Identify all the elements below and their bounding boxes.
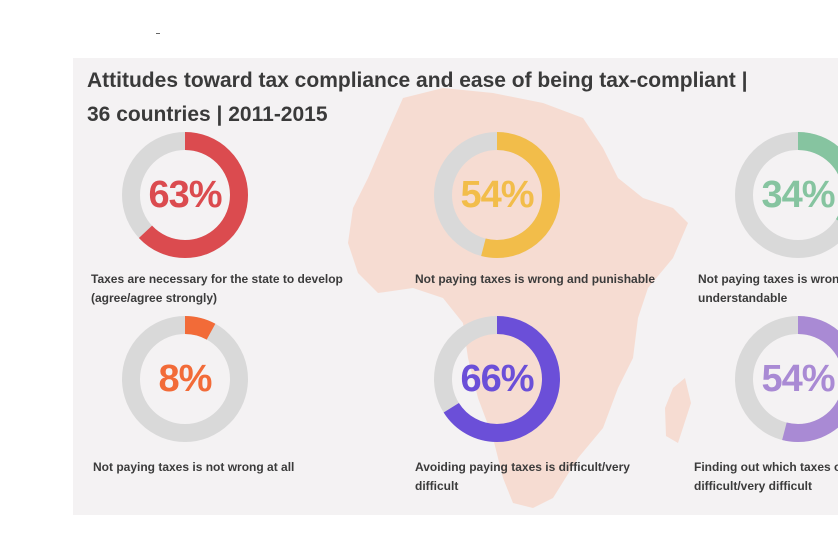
donut-chart-6: 54%: [733, 314, 838, 444]
donut-value-5: 66%: [460, 358, 534, 400]
donut-value-1: 63%: [148, 174, 222, 216]
donut-caption-4: Not paying taxes is not wrong at all: [93, 458, 294, 477]
donut-caption-1-line-1: Taxes are necessary for the state to dev…: [91, 272, 343, 286]
donut-caption-3: Not paying taxes is wrong understandable: [698, 270, 838, 308]
donut-caption-5-line-2: difficult: [415, 479, 459, 493]
donut-chart-1: 63%: [120, 130, 250, 260]
africa-map-illustration: [348, 88, 691, 508]
donut-caption-3-line-2: understandable: [698, 291, 788, 305]
donut-chart-3: 34%: [733, 130, 838, 260]
chart-title-line-2: 36 countries | 2011-2015: [87, 103, 328, 126]
donut-caption-6-line-2: difficult/very difficult: [694, 479, 813, 493]
donut-caption-4-line-1: Not paying taxes is not wrong at all: [93, 460, 295, 474]
donut-caption-6-line-1: Finding out which taxes or: [694, 460, 838, 474]
infographic-card: Attitudes toward tax compliance and ease…: [73, 58, 838, 515]
donut-caption-6: Finding out which taxes or difficult/ver…: [694, 458, 838, 496]
donut-caption-5-line-1: Avoiding paying taxes is difficult/very: [415, 460, 630, 474]
donut-value-6: 54%: [761, 358, 835, 400]
donut-value-3: 34%: [761, 174, 835, 216]
donut-chart-4: 8%: [120, 314, 250, 444]
chart-title: Attitudes toward tax compliance and ease…: [87, 64, 827, 132]
donut-caption-3-line-1: Not paying taxes is wrong: [698, 272, 838, 286]
donut-arc-5: [434, 316, 560, 442]
donut-value-4: 8%: [158, 358, 213, 400]
donut-caption-5: Avoiding paying taxes is difficult/very …: [415, 458, 630, 496]
donut-caption-1-line-2: (agree/agree strongly): [91, 291, 218, 305]
donut-caption-1: Taxes are necessary for the state to dev…: [91, 270, 343, 308]
donut-caption-2: Not paying taxes is wrong and punishable: [415, 270, 655, 289]
donut-arc-2: [434, 132, 560, 258]
donut-value-2: 54%: [460, 174, 534, 216]
donut-arc-1: [122, 132, 248, 258]
donut-arc-6: [735, 316, 838, 442]
stray-mark: [156, 33, 160, 34]
donut-arc-4: [122, 316, 248, 442]
africa-map-shape: [348, 88, 688, 508]
donut-caption-2-line-1: Not paying taxes is wrong and punishable: [415, 272, 656, 286]
donut-chart-5: 66%: [432, 314, 562, 444]
donut-arc-3: [735, 132, 838, 258]
donut-chart-2: 54%: [432, 130, 562, 260]
chart-title-line-1: Attitudes toward tax compliance and ease…: [87, 69, 748, 92]
madagascar-shape: [665, 378, 691, 443]
